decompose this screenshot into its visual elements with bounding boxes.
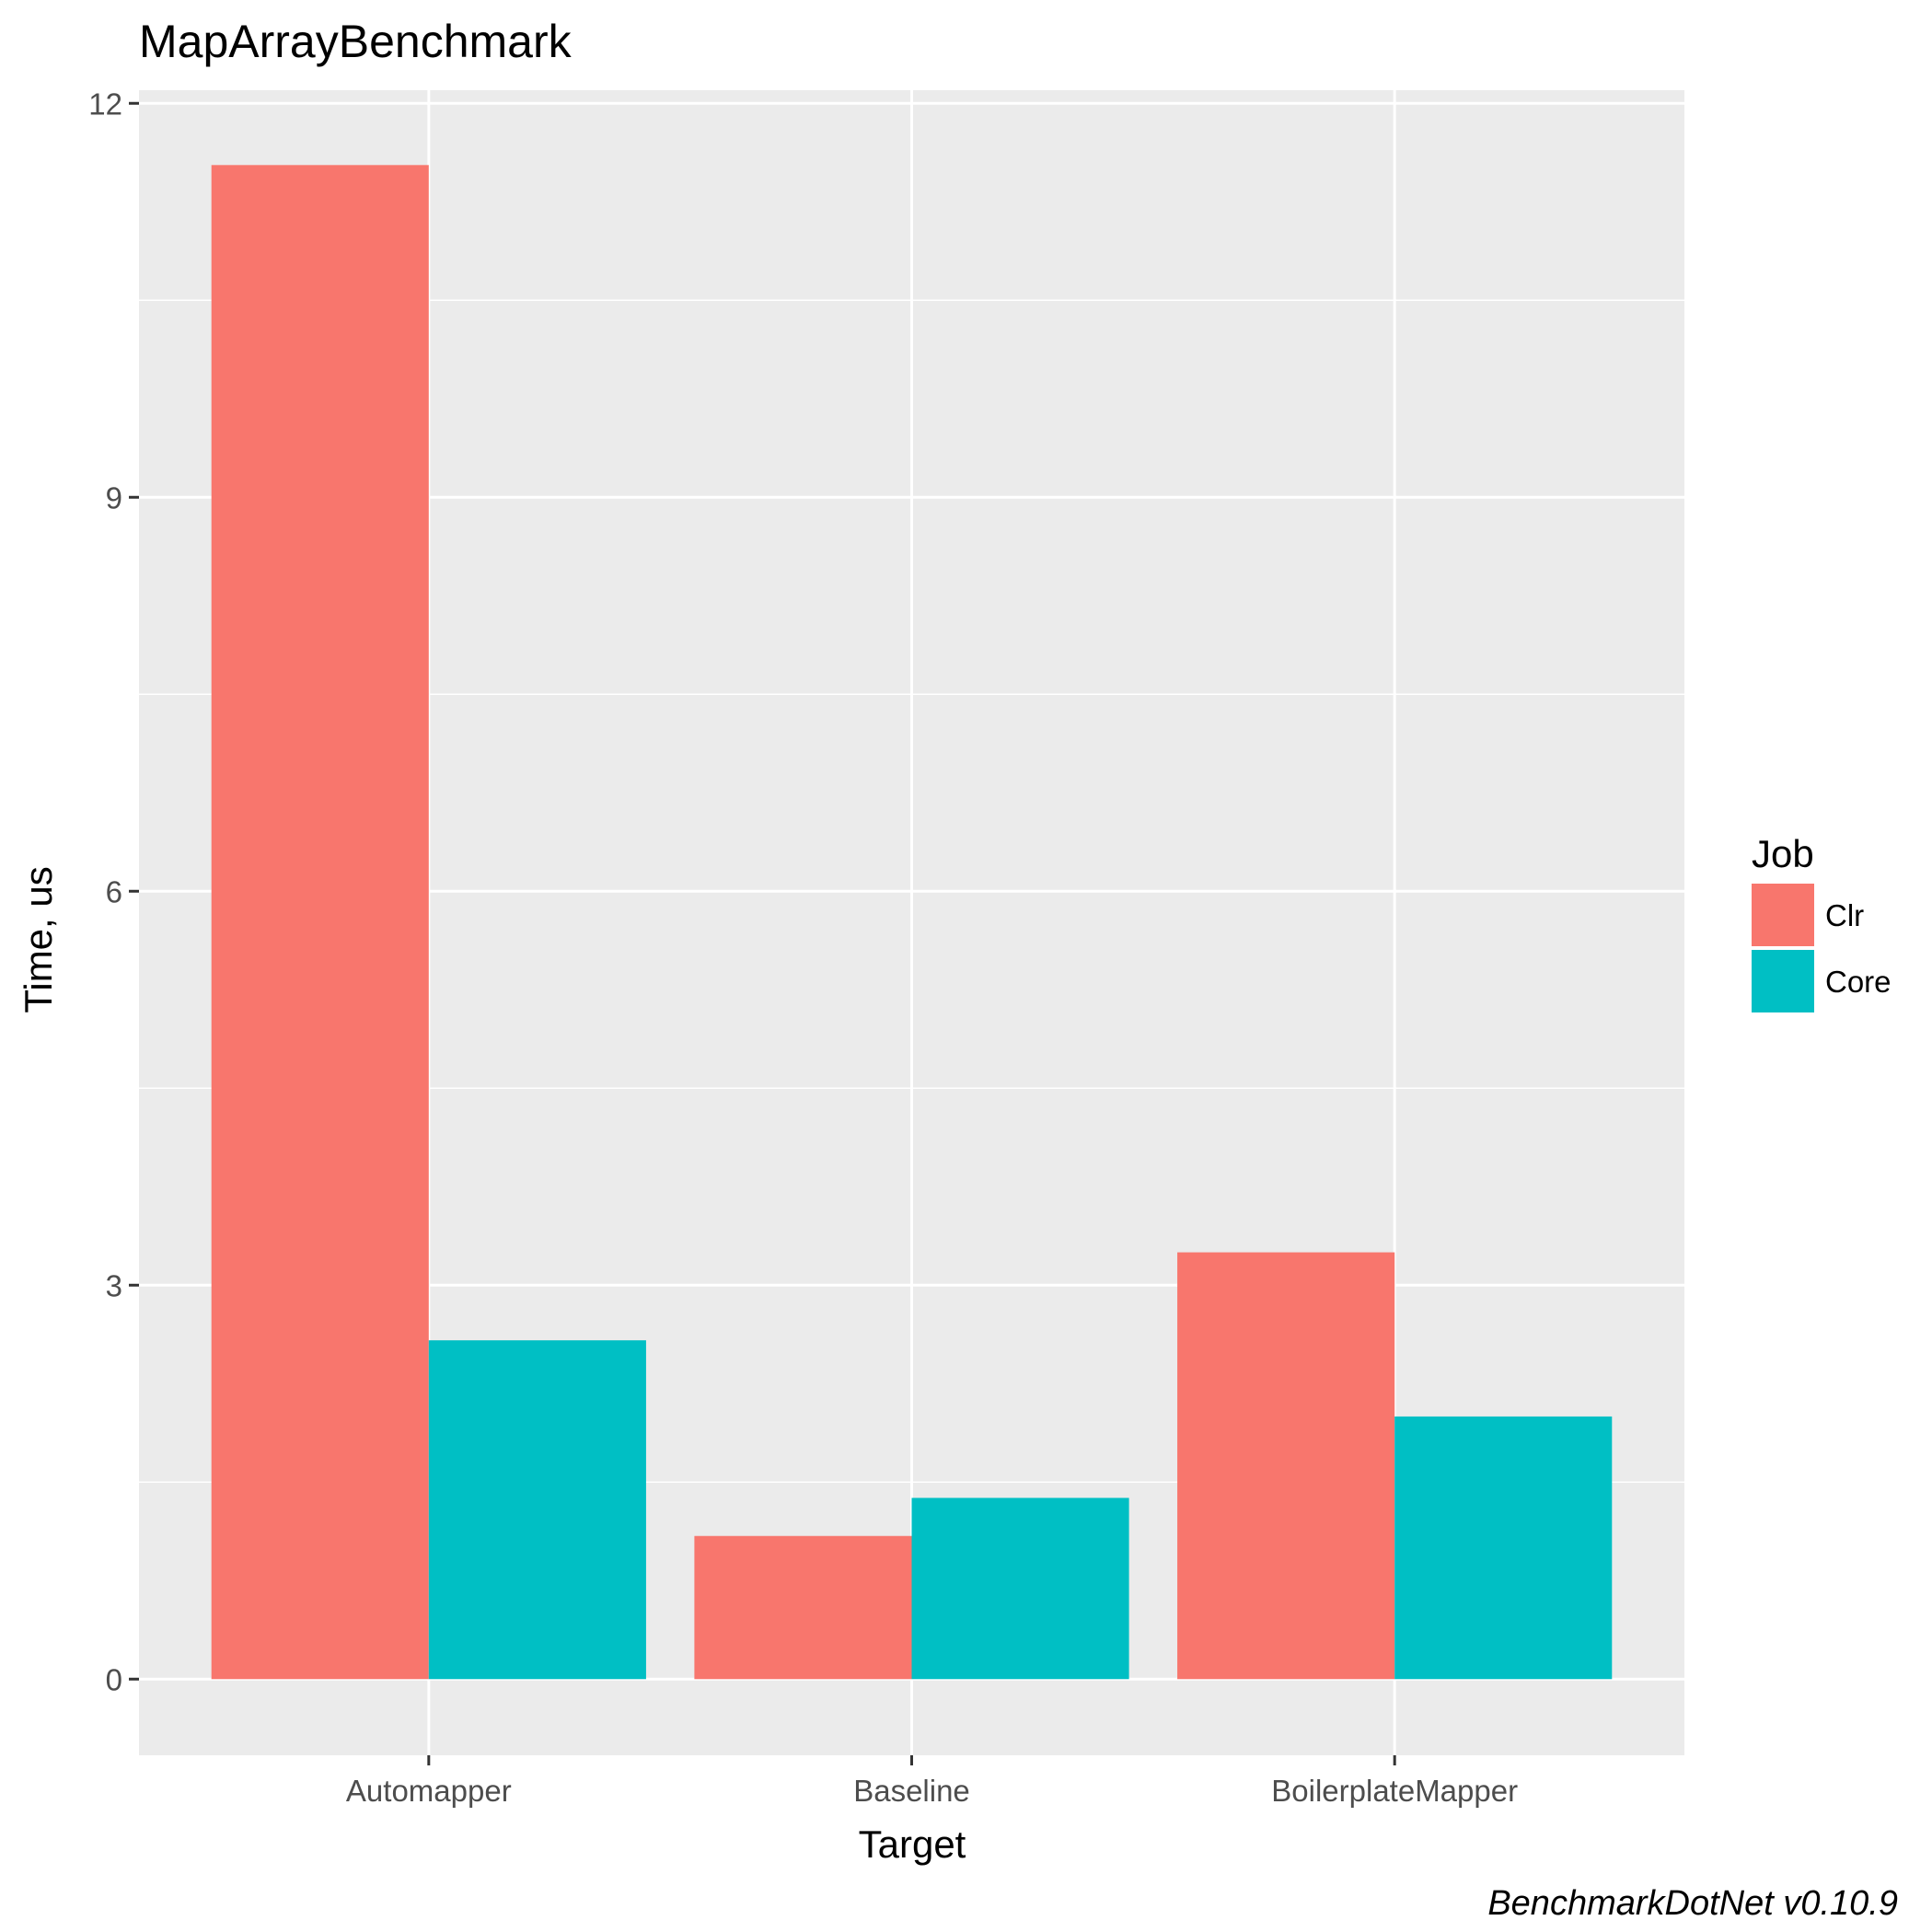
bar-core-baseline [911,1498,1129,1680]
x-axis-title: Target [859,1822,966,1866]
x-tick-label: Automapper [346,1774,512,1808]
legend-key-clr [1752,884,1814,946]
x-tick-label: BoilerplateMapper [1271,1774,1518,1808]
y-tick-label: 3 [106,1268,122,1302]
x-axis: Automapper Baseline BoilerplateMapper [346,1755,1518,1808]
legend-label-core: Core [1825,965,1892,999]
legend-title: Job [1752,832,1814,875]
x-tick-label: Baseline [853,1774,970,1808]
y-axis-title: Time, us [17,866,60,1012]
y-axis: 0 3 6 9 12 [88,87,139,1696]
bar-core-automapper [428,1340,646,1680]
bar-core-boilerplatemapper [1394,1416,1613,1680]
y-tick-label: 0 [106,1662,122,1696]
legend: Job Clr Core [1752,832,1892,1012]
chart-title: MapArrayBenchmark [139,16,573,67]
bar-clr-automapper [211,165,429,1680]
bar-clr-baseline [694,1535,912,1680]
bar-clr-boilerplatemapper [1177,1252,1395,1680]
y-tick-label: 6 [106,874,122,908]
y-tick-label: 12 [88,87,122,121]
legend-label-clr: Clr [1825,898,1864,932]
y-tick-label: 9 [106,480,122,515]
bars [211,165,1613,1680]
legend-key-core [1752,950,1814,1012]
caption: BenchmarkDotNet v0.10.9 [1487,1884,1898,1923]
